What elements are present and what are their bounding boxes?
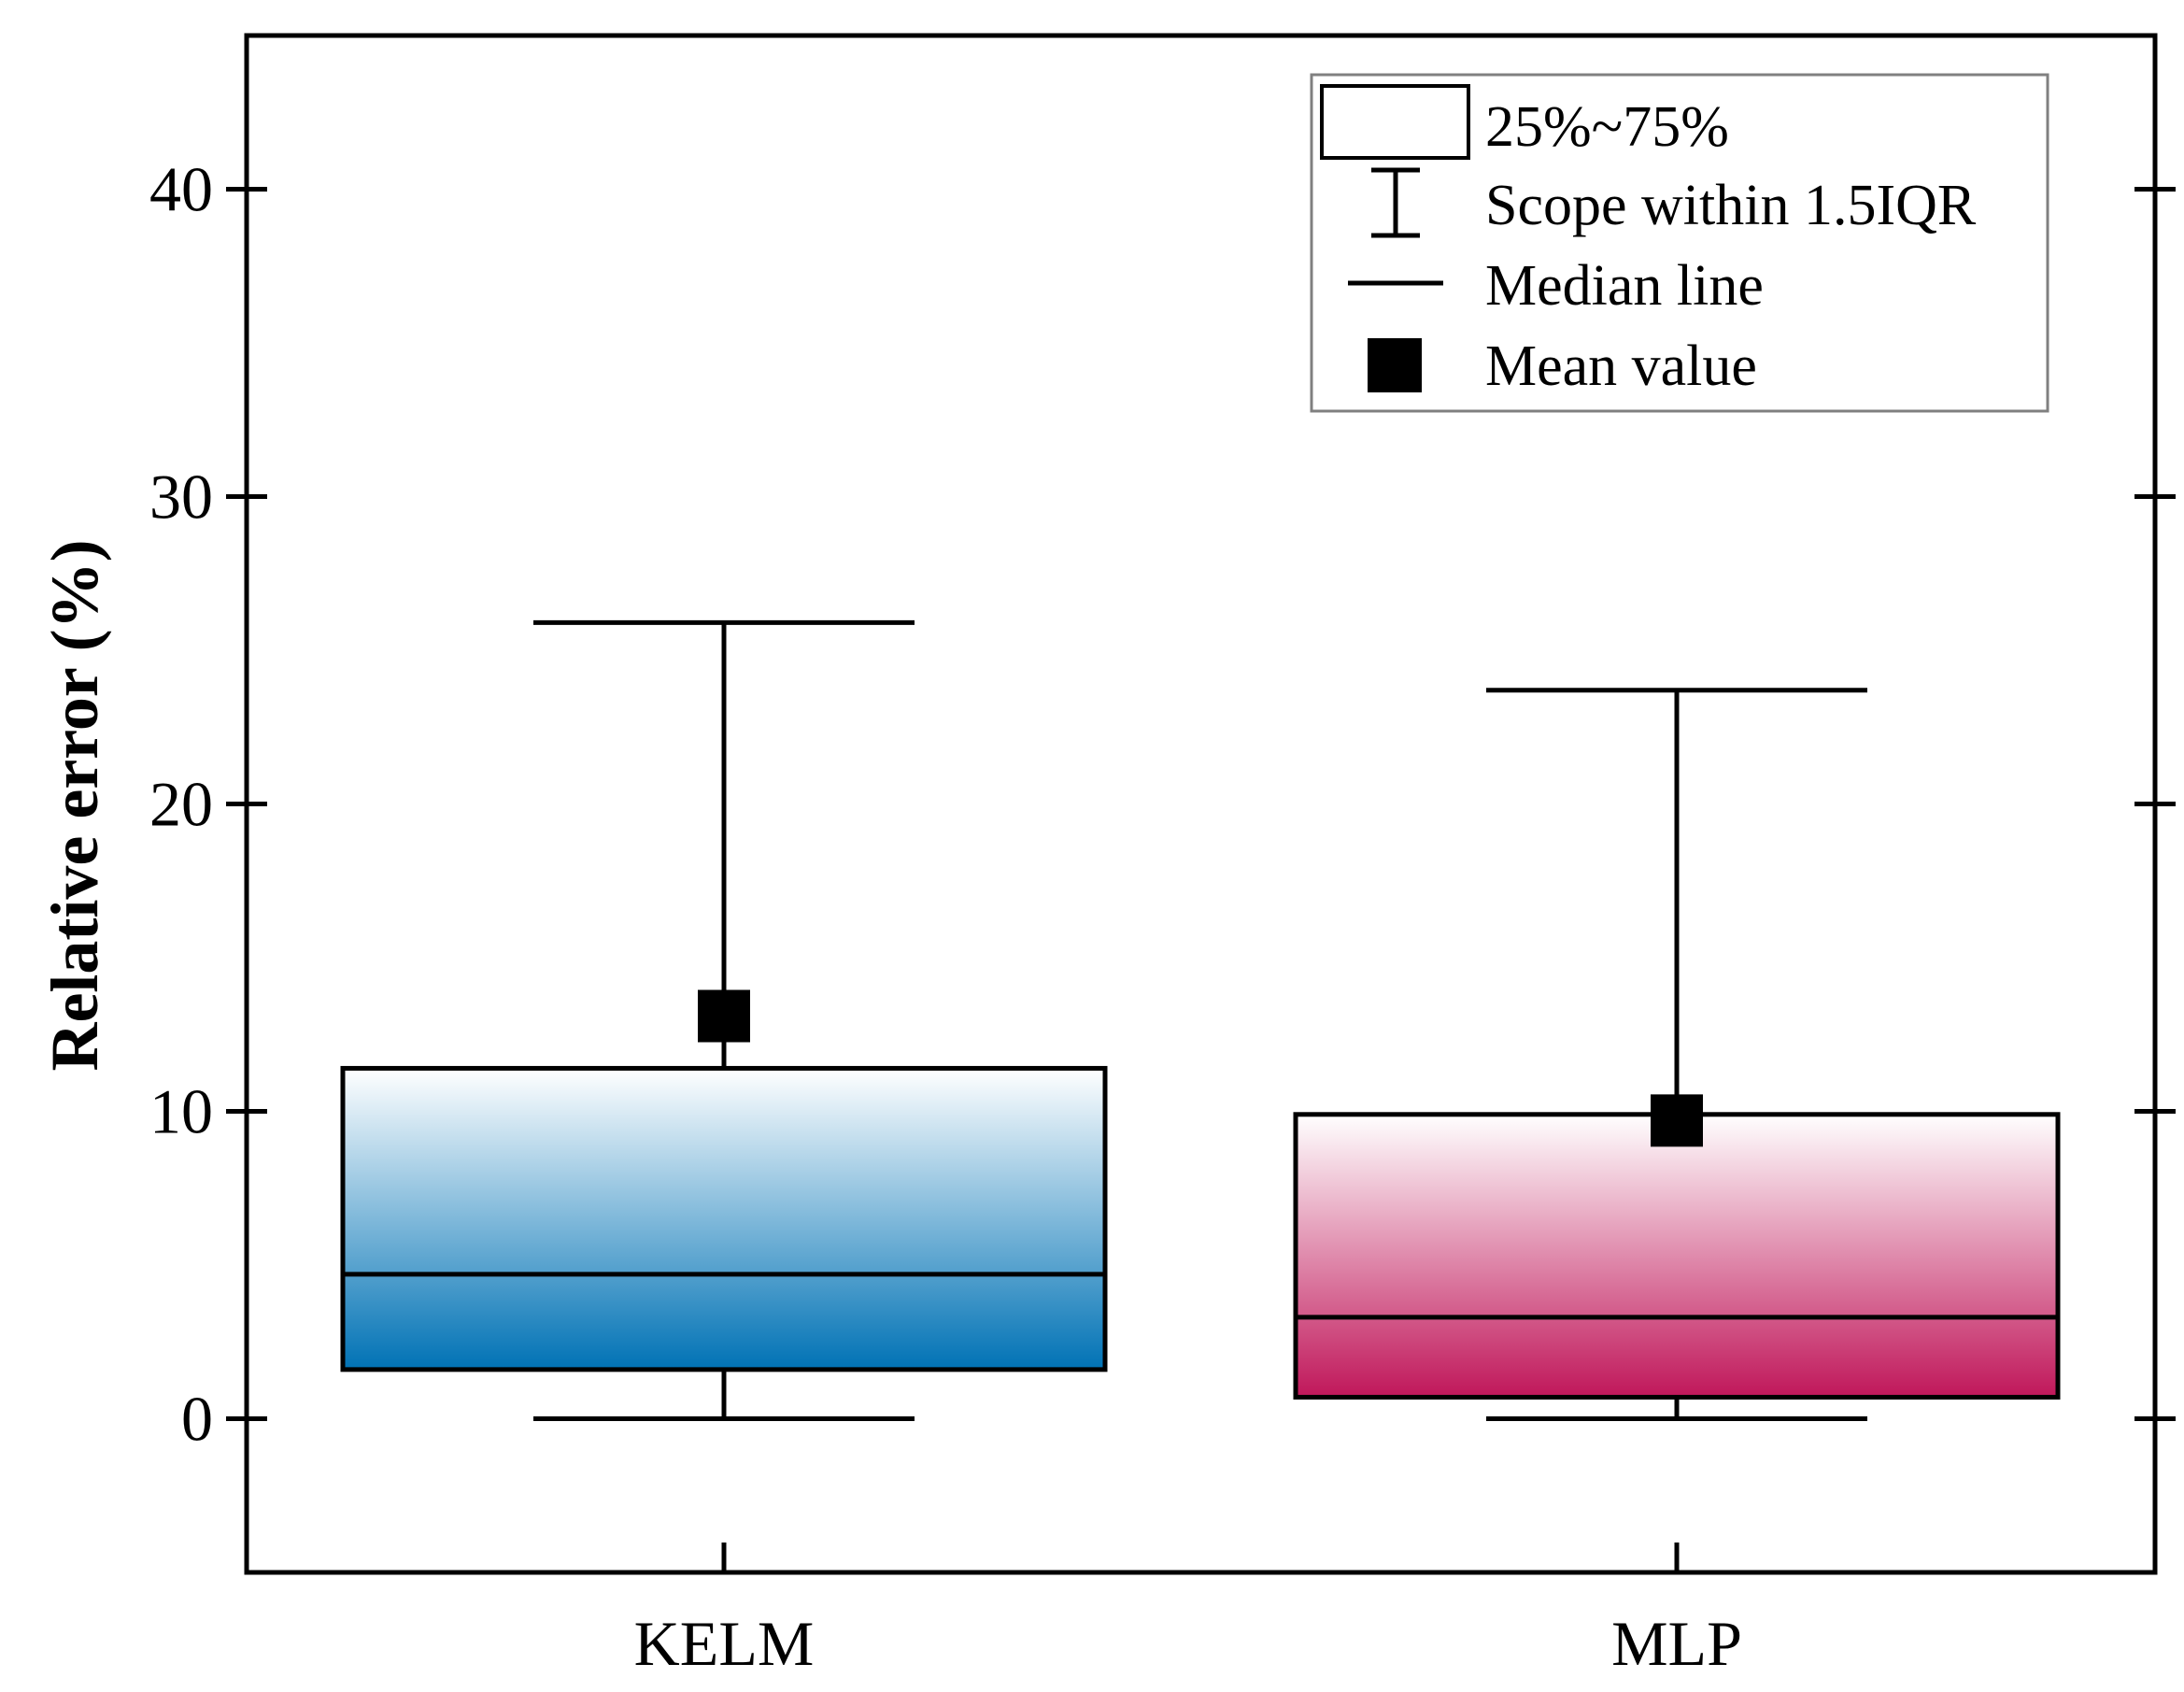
legend-item-whisker: Scope within 1.5IQR bbox=[1485, 174, 1977, 237]
mean-marker bbox=[698, 989, 750, 1043]
y-tick-label: 40 bbox=[149, 154, 213, 225]
x-tick-label-kelm: KELM bbox=[634, 1608, 815, 1679]
plot-area bbox=[340, 619, 2061, 1421]
legend-mean-swatch bbox=[1368, 338, 1422, 392]
legend-whisker-swatch bbox=[1371, 167, 1420, 238]
y-tick-label: 0 bbox=[181, 1384, 213, 1455]
legend-item-mean: Mean value bbox=[1485, 334, 1757, 398]
y-tick-label: 10 bbox=[149, 1076, 213, 1147]
box-kelm bbox=[340, 619, 1108, 1421]
y-tick-label: 30 bbox=[149, 462, 213, 533]
mean-marker bbox=[1651, 1094, 1703, 1147]
legend-item-median: Median line bbox=[1485, 254, 1764, 318]
y-axis-label: Relative error (%) bbox=[37, 539, 112, 1071]
iqr-box bbox=[340, 1065, 1108, 1372]
box-mlp bbox=[1293, 688, 2061, 1421]
legend-item-box: 25%~75% bbox=[1485, 95, 1729, 159]
legend: 25%~75% Scope within 1.5IQR Median line … bbox=[1310, 73, 2049, 413]
legend-box-swatch bbox=[1320, 84, 1470, 160]
y-tick-label: 20 bbox=[149, 769, 213, 840]
axes: 0 10 20 30 40 KELM MLP bbox=[149, 154, 2176, 1679]
x-tick-label-mlp: MLP bbox=[1611, 1608, 1742, 1679]
iqr-box bbox=[1293, 1112, 2061, 1400]
